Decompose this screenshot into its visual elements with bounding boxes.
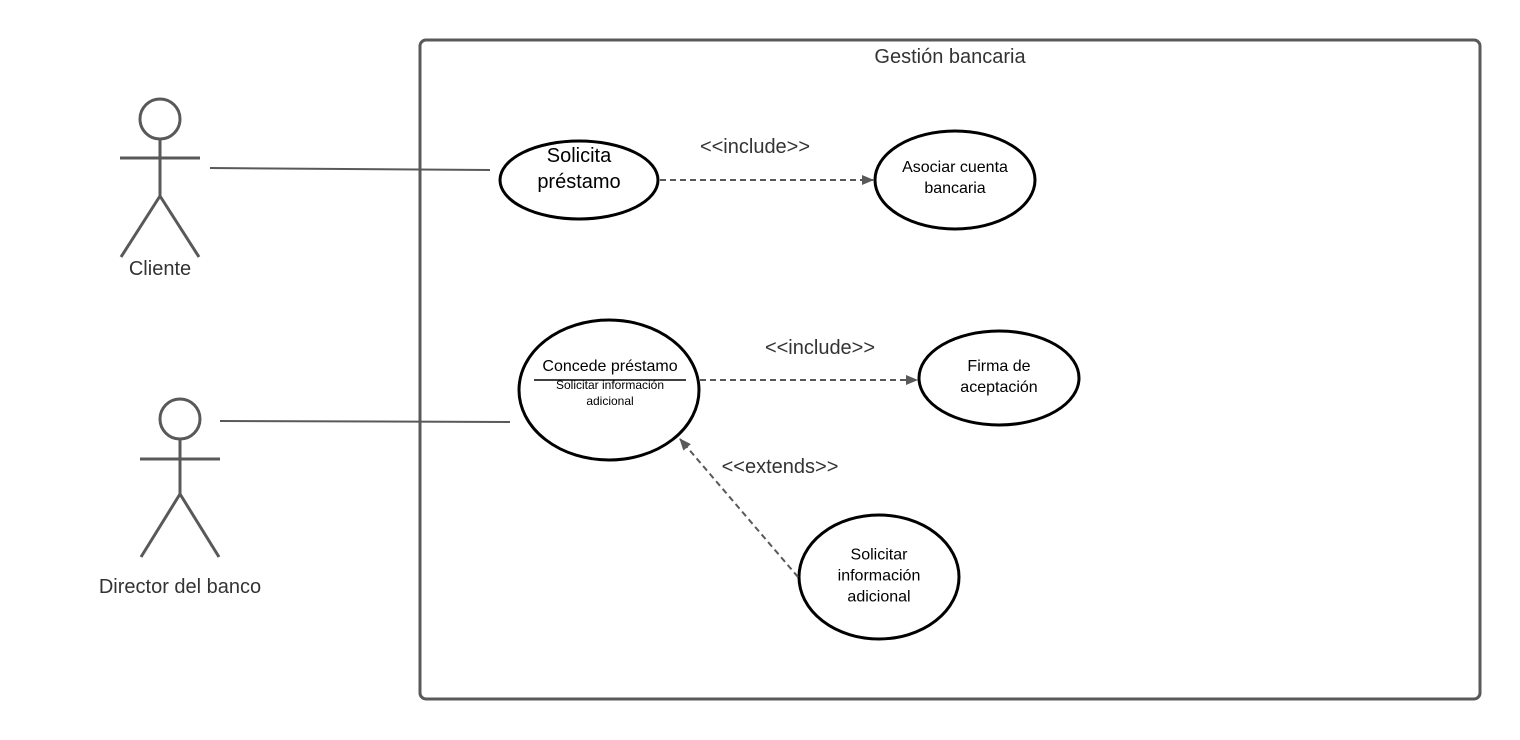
actor-director-figure <box>139 397 221 558</box>
usecase-asociar-cuenta-line-2: bancaria <box>924 180 986 197</box>
usecase-concede-prestamo-title: Concede préstamo <box>542 358 678 375</box>
actor-cliente-label: Cliente <box>128 258 192 280</box>
include-label-1: <<include>> <box>699 136 811 158</box>
usecase-solicitar-informacion-line-1: Solicitar <box>850 546 908 564</box>
extends-label: <<extends>> <box>721 456 839 478</box>
usecase-concede-extension-line-1: Solicitar información <box>555 378 665 392</box>
usecase-concede-prestamo: Concede préstamo Solicitar información a… <box>542 357 677 409</box>
usecase-concede-prestamo-shape <box>517 318 701 462</box>
usecase-asociar-cuenta: Asociar cuenta bancaria <box>902 157 1008 199</box>
usecase-asociar-cuenta-shape <box>873 129 1037 231</box>
include-label-2: <<include>> <box>764 337 876 359</box>
association-cliente-solicita <box>209 167 491 171</box>
usecase-firma-aceptacion: Firma de aceptación <box>960 356 1037 398</box>
usecase-solicita-prestamo-shape <box>498 139 660 221</box>
actor-cliente-figure <box>119 97 201 258</box>
usecase-solicitar-informacion-shape <box>797 513 961 641</box>
actor-director-label: Director del banco <box>98 576 262 598</box>
usecase-solicitar-informacion-line-3: adicional <box>847 588 911 606</box>
usecase-asociar-cuenta-line-1: Asociar cuenta <box>902 159 1008 176</box>
usecase-solicitar-informacion-line-2: información <box>837 567 921 585</box>
usecase-solicita-prestamo: Solicita préstamo <box>537 143 620 195</box>
association-director-concede <box>219 420 511 423</box>
system-boundary <box>418 38 1482 701</box>
extends-arrow <box>679 438 799 578</box>
system-title: Gestión bancaria <box>874 46 1026 68</box>
usecase-firma-aceptacion-shape <box>917 329 1081 427</box>
usecase-solicitar-informacion: Solicitar información adicional <box>838 545 921 608</box>
usecase-firma-aceptacion-line-1: Firma de <box>967 358 1031 375</box>
usecase-solicita-prestamo-line-1: Solicita <box>546 145 612 167</box>
usecase-firma-aceptacion-line-2: aceptación <box>960 379 1038 396</box>
usecase-solicita-prestamo-line-2: préstamo <box>537 171 621 193</box>
usecase-concede-extension-line-2: adicional <box>586 394 634 408</box>
